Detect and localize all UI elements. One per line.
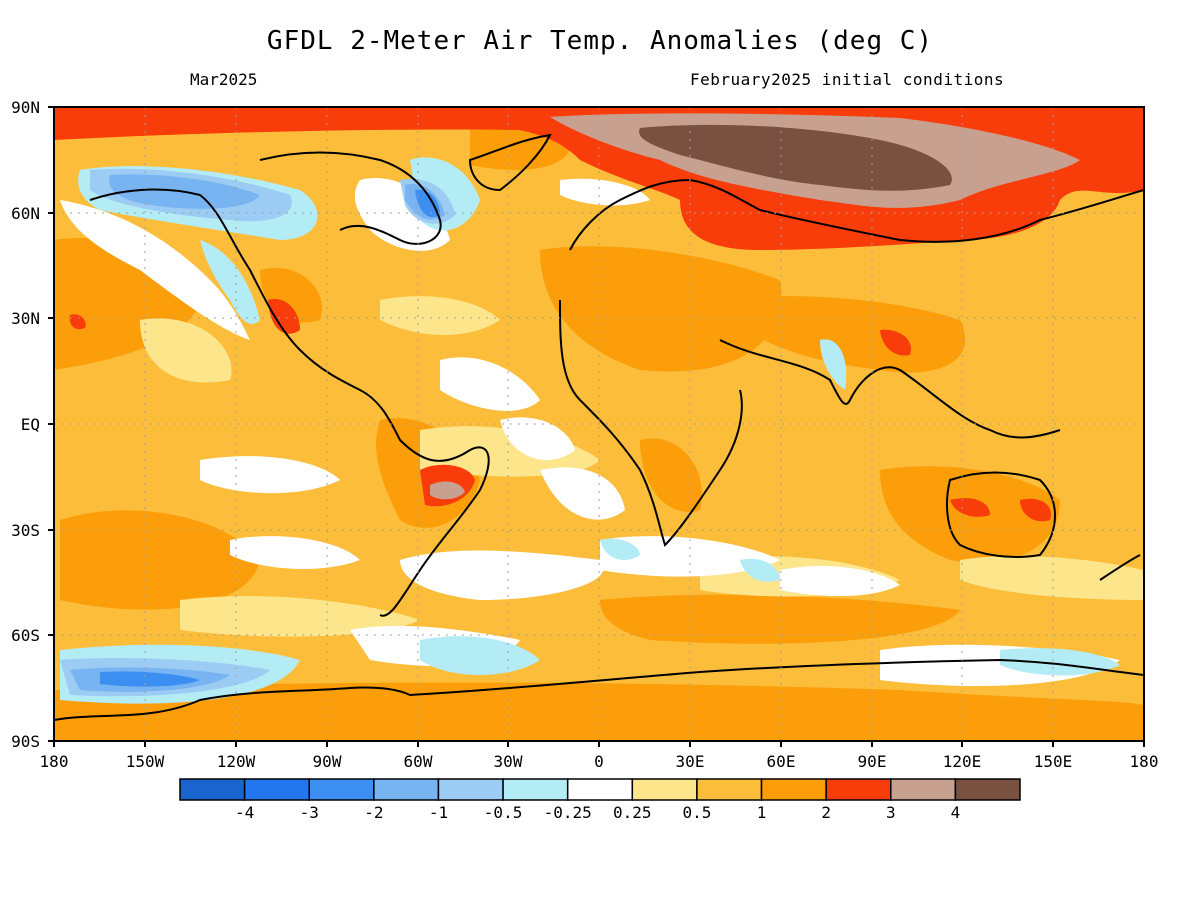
- lat-label: 60N: [11, 204, 40, 223]
- lon-label: 180: [40, 752, 69, 771]
- colorbar-swatch: [179, 778, 246, 801]
- lon-label: 30W: [494, 752, 523, 771]
- lon-label: 0: [594, 752, 604, 771]
- colorbar-label: 3: [886, 803, 896, 822]
- lon-label: 90E: [858, 752, 887, 771]
- gridlines: [54, 107, 1144, 741]
- map-title: GFDL 2-Meter Air Temp. Anomalies (deg C): [266, 26, 934, 56]
- colorbar-swatch: [308, 778, 375, 801]
- colorbar-label: -0.5: [484, 803, 523, 822]
- lat-label: EQ: [21, 415, 40, 434]
- lon-label: 120E: [943, 752, 982, 771]
- lon-label: 150E: [1034, 752, 1073, 771]
- colorbar: -4 -3 -2 -1 -0.5 -0.25 0.25 0.5 1 2 3 4: [179, 778, 1021, 822]
- lon-label: 90W: [313, 752, 342, 771]
- colorbar-swatch: [373, 778, 440, 801]
- coastlines: [54, 133, 1144, 721]
- anomaly-neg-0.25-regions: [60, 157, 1120, 704]
- colorbar-label: 2: [821, 803, 831, 822]
- lat-label: 30S: [11, 521, 40, 540]
- colorbar-label: -3: [300, 803, 319, 822]
- lon-label: 30E: [676, 752, 705, 771]
- lat-label: 90N: [11, 98, 40, 117]
- initial-conditions-label: February2025 initial conditions: [690, 70, 1005, 89]
- colorbar-label: 0.25: [613, 803, 652, 822]
- colorbar-swatch: [954, 778, 1021, 801]
- lat-label: 60S: [11, 626, 40, 645]
- lon-label: 120W: [217, 752, 256, 771]
- colorbar-label: -2: [364, 803, 383, 822]
- colorbar-swatch: [631, 778, 698, 801]
- lon-label: 150W: [126, 752, 165, 771]
- colorbar-swatch: [696, 778, 763, 801]
- colorbar-label: 4: [951, 803, 961, 822]
- near-zero-regions: [60, 178, 1120, 686]
- lon-label: 60E: [767, 752, 796, 771]
- lat-label: 90S: [11, 732, 40, 751]
- colorbar-label: -1: [429, 803, 448, 822]
- colorbar-swatch: [243, 778, 310, 801]
- colorbar-label: 0.5: [682, 803, 711, 822]
- colorbar-swatch: [437, 778, 504, 801]
- colorbar-label: -0.25: [544, 803, 592, 822]
- longitude-labels: 180 150W 120W 90W 60W 30W 0 30E 60E 90E …: [40, 752, 1159, 771]
- forecast-month: Mar2025: [190, 70, 258, 89]
- lat-label: 30N: [11, 309, 40, 328]
- lon-label: 60W: [404, 752, 433, 771]
- colorbar-label: 1: [757, 803, 767, 822]
- anomaly-neg-2-regions: [100, 189, 440, 687]
- colorbar-swatch: [825, 778, 892, 801]
- colorbar-swatch: [566, 778, 634, 801]
- anomaly-above-4-regions: [639, 124, 952, 191]
- colorbar-swatch: [760, 778, 827, 801]
- latitude-labels: 90N 60N 30N EQ 30S 60S 90S: [11, 98, 40, 751]
- colorbar-swatch: [890, 778, 957, 801]
- tick-marks: [48, 106, 1145, 747]
- colorbar-swatch: [502, 778, 569, 801]
- lon-label: 180: [1130, 752, 1159, 771]
- colorbar-label: -4: [235, 803, 254, 822]
